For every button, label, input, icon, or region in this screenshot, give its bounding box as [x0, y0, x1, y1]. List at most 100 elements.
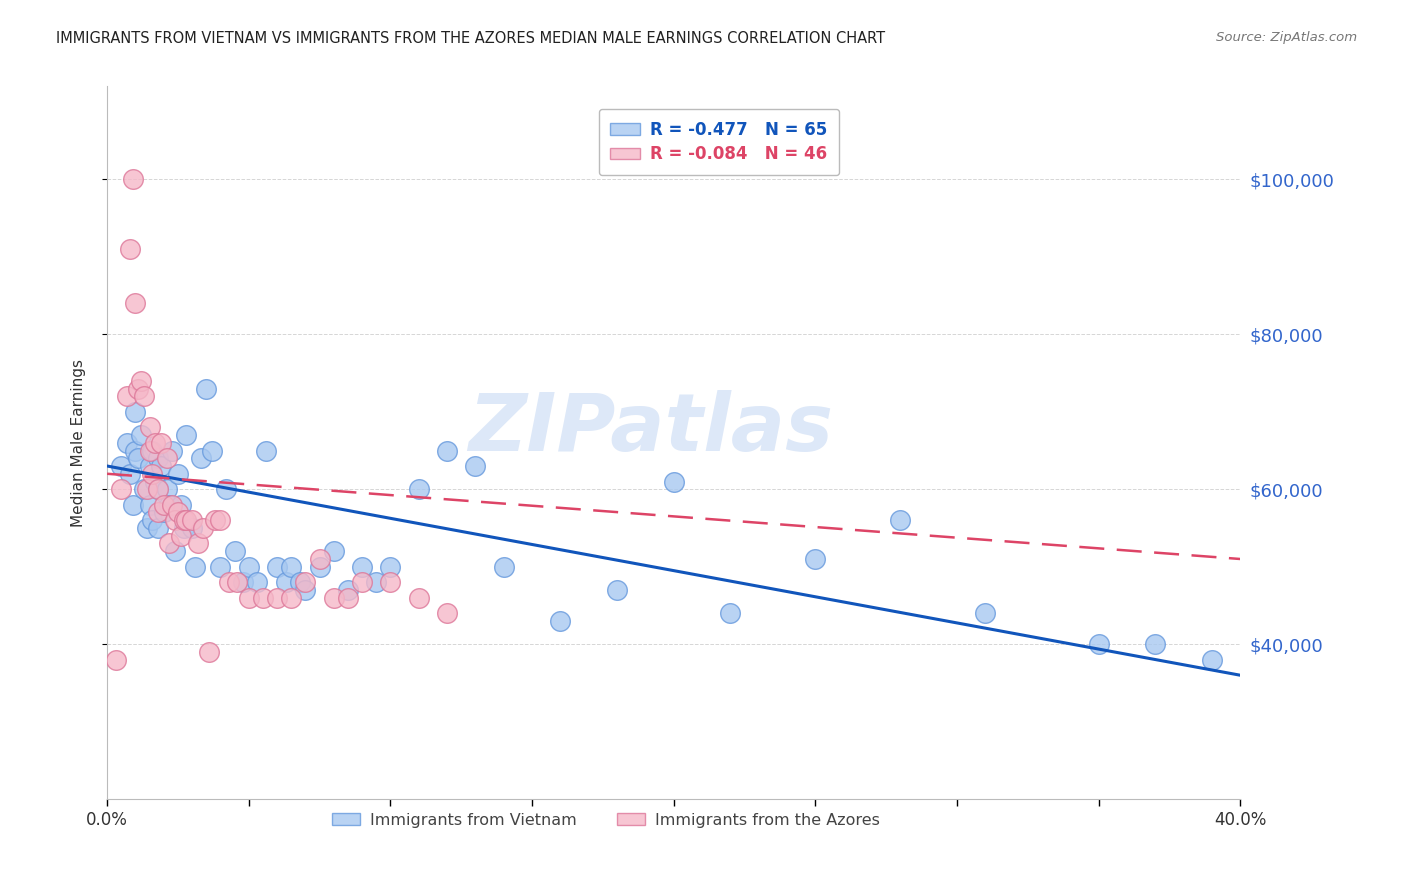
Point	[155, 482, 177, 496]
Point	[209, 559, 232, 574]
Point	[238, 591, 260, 605]
Point	[492, 559, 515, 574]
Point	[141, 443, 163, 458]
Point	[173, 521, 195, 535]
Point	[181, 521, 204, 535]
Point	[176, 428, 198, 442]
Point	[146, 482, 169, 496]
Point	[173, 513, 195, 527]
Point	[436, 443, 458, 458]
Point	[294, 582, 316, 597]
Text: ZIPatlas: ZIPatlas	[468, 390, 834, 467]
Point	[204, 513, 226, 527]
Point	[380, 575, 402, 590]
Point	[110, 458, 132, 473]
Point	[141, 513, 163, 527]
Point	[274, 575, 297, 590]
Point	[157, 536, 180, 550]
Point	[146, 506, 169, 520]
Point	[215, 482, 238, 496]
Text: Source: ZipAtlas.com: Source: ZipAtlas.com	[1216, 31, 1357, 45]
Point	[408, 591, 430, 605]
Point	[464, 458, 486, 473]
Y-axis label: Median Male Earnings: Median Male Earnings	[72, 359, 86, 527]
Point	[436, 606, 458, 620]
Point	[141, 467, 163, 481]
Point	[550, 614, 572, 628]
Point	[224, 544, 246, 558]
Point	[662, 475, 685, 489]
Point	[238, 559, 260, 574]
Point	[165, 544, 187, 558]
Point	[170, 529, 193, 543]
Point	[152, 498, 174, 512]
Legend: Immigrants from Vietnam, Immigrants from the Azores: Immigrants from Vietnam, Immigrants from…	[325, 806, 886, 834]
Point	[408, 482, 430, 496]
Point	[974, 606, 997, 620]
Point	[889, 513, 911, 527]
Point	[132, 482, 155, 496]
Point	[308, 559, 330, 574]
Point	[152, 506, 174, 520]
Point	[350, 575, 373, 590]
Point	[138, 443, 160, 458]
Point	[606, 582, 628, 597]
Point	[266, 559, 288, 574]
Point	[143, 475, 166, 489]
Point	[181, 513, 204, 527]
Point	[149, 458, 172, 473]
Point	[115, 435, 138, 450]
Point	[143, 435, 166, 450]
Point	[336, 582, 359, 597]
Point	[124, 443, 146, 458]
Point	[209, 513, 232, 527]
Point	[118, 242, 141, 256]
Point	[232, 575, 254, 590]
Point	[1201, 653, 1223, 667]
Point	[226, 575, 249, 590]
Point	[138, 420, 160, 434]
Point	[288, 575, 311, 590]
Point	[170, 498, 193, 512]
Point	[280, 591, 302, 605]
Point	[1144, 637, 1167, 651]
Point	[135, 521, 157, 535]
Point	[195, 382, 218, 396]
Point	[132, 389, 155, 403]
Point	[187, 536, 209, 550]
Point	[176, 513, 198, 527]
Point	[280, 559, 302, 574]
Point	[184, 559, 207, 574]
Point	[127, 451, 149, 466]
Point	[718, 606, 741, 620]
Point	[366, 575, 388, 590]
Point	[322, 544, 344, 558]
Point	[336, 591, 359, 605]
Point	[146, 482, 169, 496]
Point	[167, 467, 190, 481]
Text: IMMIGRANTS FROM VIETNAM VS IMMIGRANTS FROM THE AZORES MEDIAN MALE EARNINGS CORRE: IMMIGRANTS FROM VIETNAM VS IMMIGRANTS FR…	[56, 31, 886, 46]
Point	[218, 575, 240, 590]
Point	[380, 559, 402, 574]
Point	[198, 645, 221, 659]
Point	[308, 552, 330, 566]
Point	[157, 498, 180, 512]
Point	[115, 389, 138, 403]
Point	[129, 428, 152, 442]
Point	[266, 591, 288, 605]
Point	[1087, 637, 1109, 651]
Point	[118, 467, 141, 481]
Point	[193, 521, 215, 535]
Point	[110, 482, 132, 496]
Point	[201, 443, 224, 458]
Point	[138, 458, 160, 473]
Point	[804, 552, 827, 566]
Point	[129, 374, 152, 388]
Point	[155, 451, 177, 466]
Point	[124, 296, 146, 310]
Point	[104, 653, 127, 667]
Point	[322, 591, 344, 605]
Point	[146, 521, 169, 535]
Point	[121, 498, 143, 512]
Point	[146, 451, 169, 466]
